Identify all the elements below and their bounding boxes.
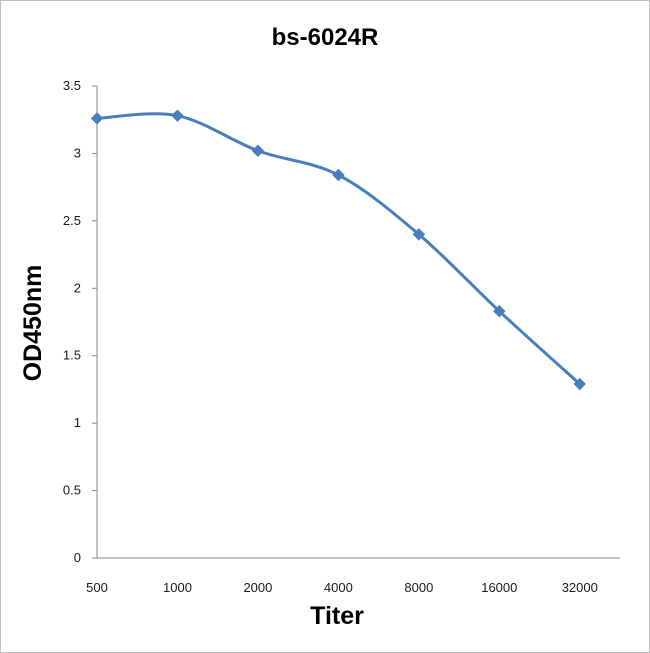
y-axis-title: OD450nm <box>19 265 47 382</box>
axes <box>96 86 620 559</box>
x-tick-label: 16000 <box>481 580 517 595</box>
y-axis-ticks: 0 0.5 1 1.5 2 2.5 3 3.5 <box>63 78 97 565</box>
x-tick-label: 8000 <box>404 580 433 595</box>
data-point-8000 <box>412 228 426 241</box>
data-point-4000 <box>332 168 345 182</box>
y-tick-label: 0 <box>74 550 81 565</box>
data-point-16000 <box>493 305 506 318</box>
y-tick-label: 2 <box>74 280 81 295</box>
data-point-32000 <box>573 377 586 391</box>
data-point-1000 <box>171 109 184 122</box>
x-tick-label: 500 <box>86 580 108 595</box>
y-tick-label: 2.5 <box>63 213 81 228</box>
x-tick-label: 4000 <box>324 580 353 595</box>
series-layer <box>90 109 586 391</box>
x-axis-title: Titer <box>310 602 364 630</box>
chart-title: bs-6024R <box>272 24 379 51</box>
y-tick-label: 3 <box>74 145 81 160</box>
y-tick-label: 1 <box>74 415 81 430</box>
x-axis-ticks: 500 1000 2000 4000 8000 16000 32000 <box>86 580 598 595</box>
x-tick-label: 32000 <box>562 580 598 595</box>
data-point-500 <box>90 112 104 125</box>
y-tick-label: 3.5 <box>63 78 81 93</box>
data-point-2000 <box>251 144 265 157</box>
y-tick-label: 1.5 <box>63 348 81 363</box>
series-line <box>95 112 582 386</box>
x-tick-label: 2000 <box>243 580 272 595</box>
x-tick-label: 1000 <box>163 580 192 595</box>
y-tick-label: 0.5 <box>63 483 81 498</box>
